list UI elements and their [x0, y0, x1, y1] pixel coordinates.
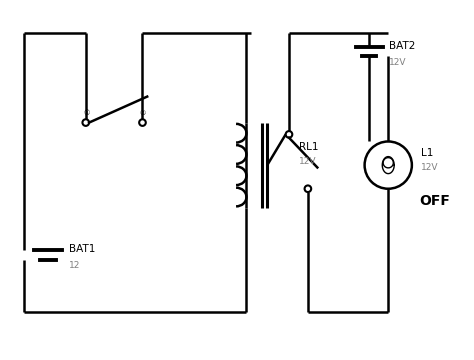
- Text: ②: ②: [140, 110, 146, 116]
- Text: RL1: RL1: [300, 143, 319, 152]
- Text: BAT1: BAT1: [69, 244, 96, 254]
- Text: OFF: OFF: [419, 194, 450, 208]
- Text: 12V: 12V: [389, 58, 407, 67]
- Text: 12V: 12V: [300, 157, 317, 166]
- Text: 12: 12: [69, 261, 81, 270]
- Text: BAT2: BAT2: [389, 41, 416, 51]
- Text: L1: L1: [421, 148, 434, 158]
- Text: ①: ①: [83, 110, 90, 116]
- Text: 12V: 12V: [421, 163, 439, 172]
